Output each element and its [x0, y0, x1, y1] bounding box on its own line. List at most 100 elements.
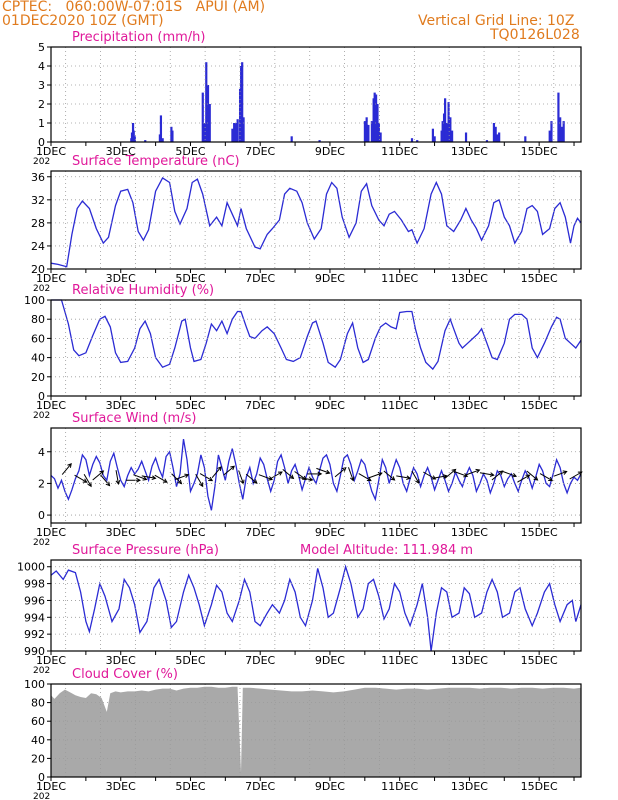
wind-frame: [50, 427, 582, 524]
cloud-xtick-label: 7DEC: [245, 780, 275, 793]
precip-bar: [318, 140, 321, 142]
precip-panel: Precipitation (mm/h) 0 1 2 3 4 5 1DEC 3DEC 5DEC 7D…: [33, 30, 582, 167]
wind-arrow-head: [142, 476, 148, 481]
precip-bar: [367, 124, 370, 142]
temp-xtick-label: 13DEC: [451, 272, 488, 285]
temp-xtick-label: 5DEC: [175, 272, 205, 285]
temp-ytick-label: 36: [31, 171, 45, 184]
cloud-xtick-label: 9DEC: [315, 780, 345, 793]
wind-arrow-head: [390, 476, 396, 481]
wind-arrow: [74, 474, 87, 483]
wind-arrow-head: [105, 481, 111, 487]
rh-ytick-label: 20: [31, 371, 45, 384]
wind-panel: Surface Wind (m/s) 0 2 4 1DEC 3DEC 5DEC 7DEC 9DE…: [33, 411, 583, 548]
precip-bar: [557, 92, 560, 142]
wind-xtick-label: 3DEC: [106, 526, 136, 539]
wind-arrow-head: [489, 472, 495, 477]
wind-arrow-head: [67, 463, 72, 468]
cloud-xtick-label: 3DEC: [106, 780, 136, 793]
precip-bar: [161, 138, 164, 142]
precip-bar: [241, 62, 244, 143]
precip-ytick-label: 5: [38, 41, 45, 54]
wind-arrow-head: [252, 479, 258, 484]
wind-arrow-head: [302, 475, 307, 481]
wind-arrow: [175, 474, 189, 480]
wind-arrow: [368, 472, 383, 479]
precip-bar: [370, 121, 373, 142]
precip-xtick-label: 7DEC: [245, 145, 275, 158]
wind-arrow-head: [115, 480, 121, 486]
cloud-area: [51, 686, 581, 777]
precip-bar: [416, 140, 419, 142]
wind-ytick-label: 4: [38, 446, 45, 459]
precip-bar: [559, 117, 562, 142]
pres-line: [50, 564, 582, 652]
precip-xtick-label: 1DEC: [36, 145, 66, 158]
wind-arrow-head: [136, 477, 141, 483]
cloud-ytick-label: 60: [31, 715, 45, 728]
wind-xtick-label: 9DEC: [315, 526, 345, 539]
cloud-xtick-label: 5DEC: [175, 780, 205, 793]
precip-bar: [203, 123, 206, 142]
rh-xtick-label: 15DEC: [521, 399, 558, 412]
wind-arrow-head: [151, 475, 157, 481]
cloud-year-label: 202: [33, 792, 50, 800]
wind-arrow-head: [217, 466, 222, 471]
wind-arrow: [334, 467, 347, 478]
wind-xtick-label: 7DEC: [245, 526, 275, 539]
pres-panel: Surface Pressure (hPa) Model Altitude: 11…: [17, 543, 582, 676]
precip-bar: [234, 123, 238, 142]
wind-arrow-head: [406, 475, 412, 481]
temp-line: [50, 176, 582, 268]
pres-xtick-label: 7DEC: [245, 654, 275, 667]
cloud-ytick-label: 0: [38, 771, 45, 784]
header-grid-note: Vertical Grid Line: 10Z: [418, 13, 575, 29]
precip-bar: [374, 94, 378, 142]
precip-bar: [548, 130, 551, 142]
precip-ytick-label: 1: [38, 117, 45, 130]
precip-bar: [498, 132, 501, 142]
precip-bar: [562, 121, 565, 142]
wind-arrow: [432, 475, 447, 479]
wind-arrow-head: [199, 482, 204, 488]
pres-xtick-label: 9DEC: [315, 654, 345, 667]
pres-xtick-label: 5DEC: [175, 654, 205, 667]
rh-xtick-label: 13DEC: [451, 399, 488, 412]
wind-arrow: [517, 474, 530, 483]
precip-bar: [431, 128, 435, 142]
wind-arrow: [298, 476, 313, 481]
temp-xtick-label: 3DEC: [106, 272, 136, 285]
precip-bar: [365, 117, 368, 142]
rh-ytick-label: 80: [31, 313, 45, 326]
cloud-ytick-label: 40: [31, 734, 45, 747]
precip-bar: [206, 85, 210, 142]
temp-panel: Surface Temperature (nC) 20 24 28 32 36 1DEC 3D…: [31, 154, 582, 294]
wind-arrow: [396, 475, 411, 479]
wind-arrow-head: [463, 472, 469, 478]
wind-arrow: [83, 473, 92, 487]
precip-bar: [492, 123, 496, 142]
precip-bar: [205, 62, 208, 143]
pres-xtick-label: 13DEC: [451, 654, 488, 667]
wind-arrow: [195, 473, 204, 487]
precip-bar: [133, 136, 136, 142]
temp-ytick-label: 24: [31, 240, 45, 253]
wind-arrow: [411, 470, 420, 484]
precip-bar: [494, 126, 497, 142]
precip-bar: [144, 140, 147, 142]
pres-ytick-label: 994: [24, 611, 45, 624]
pres-ytick-label: 1000: [17, 561, 45, 574]
precip-bar: [550, 121, 553, 142]
wind-arrow: [211, 466, 222, 479]
precip-bar: [242, 117, 245, 142]
rh-frame: [50, 299, 582, 397]
pres-ytick-label: 992: [24, 628, 45, 641]
wind-arrow-head: [82, 478, 88, 483]
cloud-frame: [50, 683, 582, 778]
wind-arrow-head: [442, 474, 448, 479]
rh-ytick-label: 40: [31, 352, 45, 365]
pres-frame: [50, 559, 582, 652]
wind-arrow-head: [512, 472, 518, 478]
precip-frame: [50, 46, 582, 143]
